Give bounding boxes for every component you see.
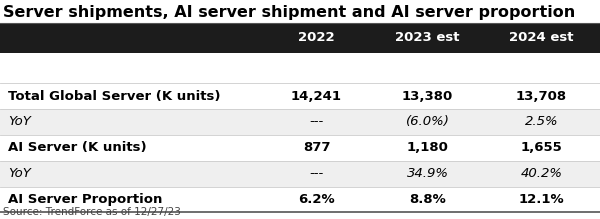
Text: 1,180: 1,180 xyxy=(407,141,448,154)
Text: 13,380: 13,380 xyxy=(402,90,453,103)
Text: 6.2%: 6.2% xyxy=(298,193,335,206)
Text: 2.5%: 2.5% xyxy=(524,115,559,129)
Bar xyxy=(0,23,600,53)
Text: 1,655: 1,655 xyxy=(521,141,562,154)
Bar xyxy=(0,135,600,161)
Text: 877: 877 xyxy=(303,141,330,154)
Text: (6.0%): (6.0%) xyxy=(406,115,449,129)
Text: 12.1%: 12.1% xyxy=(518,193,565,206)
Text: 2024 est: 2024 est xyxy=(509,31,574,44)
Text: ---: --- xyxy=(310,167,323,180)
Bar xyxy=(0,187,600,212)
Text: 34.9%: 34.9% xyxy=(407,167,449,180)
Text: ---: --- xyxy=(310,115,323,129)
Text: YoY: YoY xyxy=(8,167,31,180)
Text: Source: TrendForce as of 12/27/23: Source: TrendForce as of 12/27/23 xyxy=(3,207,181,217)
Text: 2023 est: 2023 est xyxy=(395,31,460,44)
Text: YoY: YoY xyxy=(8,115,31,129)
Text: 40.2%: 40.2% xyxy=(521,167,563,180)
Bar xyxy=(0,83,600,109)
Text: Server shipments, AI server shipment and AI server proportion: Server shipments, AI server shipment and… xyxy=(3,5,575,20)
Bar xyxy=(0,109,600,135)
Text: AI Server (K units): AI Server (K units) xyxy=(8,141,146,154)
Text: AI Server Proportion: AI Server Proportion xyxy=(8,193,162,206)
Text: Total Global Server (K units): Total Global Server (K units) xyxy=(8,90,220,103)
Text: 8.8%: 8.8% xyxy=(409,193,446,206)
Text: 2022: 2022 xyxy=(298,31,335,44)
Text: 13,708: 13,708 xyxy=(516,90,567,103)
Text: 14,241: 14,241 xyxy=(291,90,342,103)
Bar xyxy=(0,161,600,187)
